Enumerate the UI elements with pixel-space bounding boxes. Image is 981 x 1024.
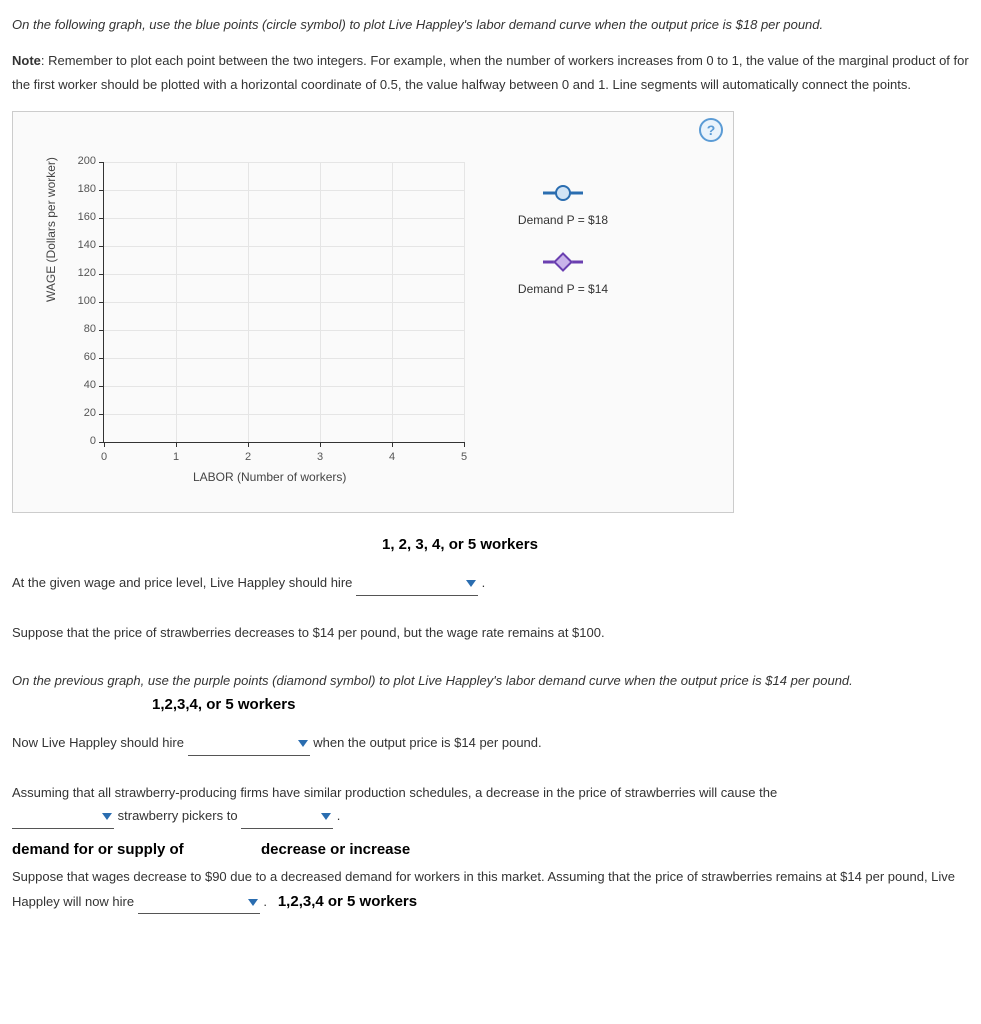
gridline-h	[104, 386, 464, 387]
ytick-label: 100	[78, 292, 104, 312]
q1-after: .	[482, 575, 486, 590]
gridline-v	[392, 162, 393, 442]
chart-legend: Demand P = $18 Demand P = $14	[503, 182, 623, 320]
q2-before: Now Live Happley should hire	[12, 735, 184, 750]
q3-hint1: demand for or supply of	[12, 841, 184, 858]
note-label: Note	[12, 53, 41, 68]
q3-dropdown-2[interactable]	[241, 804, 333, 828]
q1-hint: 1, 2, 3, 4, or 5 workers	[382, 536, 538, 553]
xtick-label: 5	[461, 442, 467, 468]
ytick-label: 80	[84, 320, 104, 340]
gridline-h	[104, 358, 464, 359]
suppose-1: Suppose that the price of strawberries d…	[12, 621, 969, 644]
xtick-label: 4	[389, 442, 395, 468]
xtick-label: 1	[173, 442, 179, 468]
chevron-down-icon	[248, 899, 258, 906]
q2-after: when the output price is $14 per pound.	[313, 735, 541, 750]
plot-area[interactable]: 020406080100120140160180200012345	[103, 162, 464, 443]
q3-line: Assuming that all strawberry-producing f…	[12, 781, 969, 829]
q4-after: .	[263, 894, 267, 909]
note-paragraph: Note: Remember to plot each point betwee…	[12, 49, 969, 96]
q4-dropdown[interactable]	[138, 890, 260, 914]
chevron-down-icon	[298, 740, 308, 747]
gridline-h	[104, 330, 464, 331]
q1-dropdown[interactable]	[356, 571, 478, 595]
instruction-2: On the previous graph, use the purple po…	[12, 669, 969, 692]
x-axis-label: LABOR (Number of workers)	[193, 467, 346, 489]
q2-dropdown[interactable]	[188, 731, 310, 755]
diamond-icon	[553, 252, 573, 272]
ytick-label: 60	[84, 348, 104, 368]
q3-hint2: decrease or increase	[261, 841, 410, 858]
xtick-label: 3	[317, 442, 323, 468]
note-text: : Remember to plot each point between th…	[12, 53, 969, 91]
ytick-label: 40	[84, 376, 104, 396]
gridline-v	[320, 162, 321, 442]
ytick-label: 160	[78, 208, 104, 228]
gridline-v	[248, 162, 249, 442]
q2-line: Now Live Happley should hire when the ou…	[12, 731, 969, 755]
chevron-down-icon	[466, 580, 476, 587]
y-axis-label: WAGE (Dollars per worker)	[41, 157, 63, 302]
gridline-h	[104, 246, 464, 247]
chevron-down-icon	[102, 813, 112, 820]
q1-line: At the given wage and price level, Live …	[12, 571, 969, 595]
gridline-v	[176, 162, 177, 442]
q3-dropdown-1[interactable]	[12, 804, 114, 828]
instruction-1: On the following graph, use the blue poi…	[12, 13, 969, 36]
legend-label: Demand P = $18	[503, 210, 623, 232]
q3-before: Assuming that all strawberry-producing f…	[12, 785, 777, 800]
gridline-h	[104, 162, 464, 163]
q1-before: At the given wage and price level, Live …	[12, 575, 352, 590]
gridline-h	[104, 218, 464, 219]
q3-after: .	[337, 808, 341, 823]
circle-icon	[555, 185, 571, 201]
q3-mid: strawberry pickers to	[118, 808, 238, 823]
gridline-h	[104, 302, 464, 303]
q4-hint: 1,2,3,4 or 5 workers	[278, 893, 417, 910]
gridline-v	[464, 162, 465, 442]
ytick-label: 140	[78, 236, 104, 256]
xtick-label: 0	[101, 442, 107, 468]
chevron-down-icon	[321, 813, 331, 820]
gridline-h	[104, 190, 464, 191]
chart-panel[interactable]: ? WAGE (Dollars per worker) LABOR (Numbe…	[12, 111, 734, 513]
legend-item-demand-14[interactable]: Demand P = $14	[503, 251, 623, 300]
help-icon[interactable]: ?	[699, 118, 723, 142]
ytick-label: 180	[78, 180, 104, 200]
ytick-label: 20	[84, 404, 104, 424]
legend-label: Demand P = $14	[503, 279, 623, 301]
legend-item-demand-18[interactable]: Demand P = $18	[503, 182, 623, 231]
ytick-label: 120	[78, 264, 104, 284]
ytick-label: 200	[78, 152, 104, 172]
gridline-h	[104, 414, 464, 415]
q2-hint: 1,2,3,4, or 5 workers	[152, 696, 295, 713]
gridline-h	[104, 274, 464, 275]
xtick-label: 2	[245, 442, 251, 468]
q4-line: Suppose that wages decrease to $90 due t…	[12, 865, 969, 915]
